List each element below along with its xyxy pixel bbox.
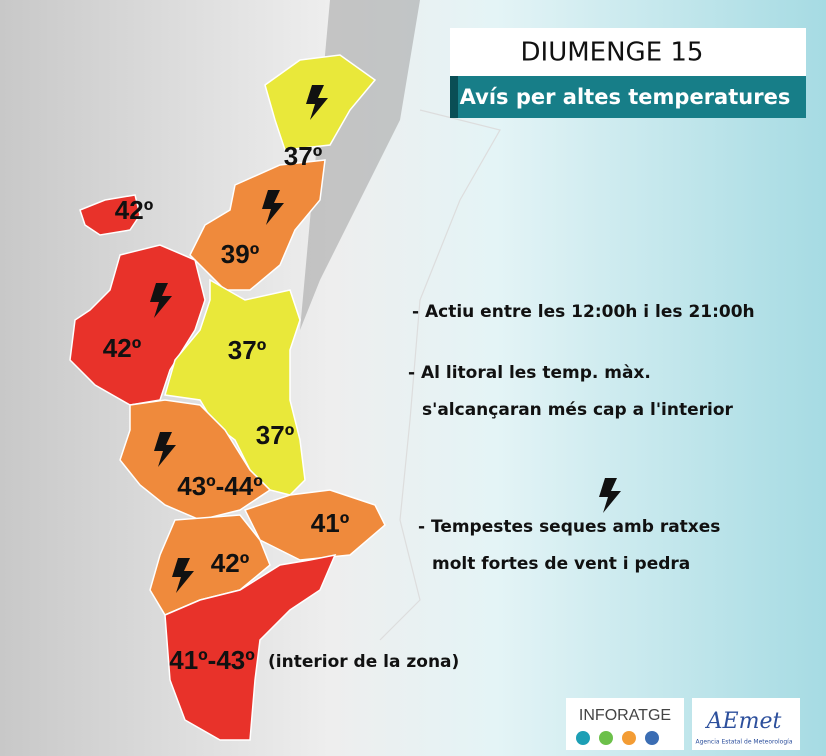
header-title: DIUMENGE 15 bbox=[521, 38, 704, 68]
logo-dot bbox=[576, 731, 590, 745]
logo-aemet: AEmet bbox=[705, 709, 782, 734]
zone-note: (interior de la zona) bbox=[268, 652, 459, 672]
zone-label: 42º bbox=[115, 195, 154, 225]
zone-label: 41º bbox=[311, 508, 350, 538]
logo-dot bbox=[599, 731, 613, 745]
header-subtitle: Avís per altes temperatures bbox=[460, 85, 791, 109]
zone-label: 42º bbox=[103, 333, 142, 363]
zone-label: 43º-44º bbox=[177, 471, 263, 501]
logo-aemet-sub: Agencia Estatal de Meteorología bbox=[696, 739, 793, 746]
logo-dot bbox=[645, 731, 659, 745]
note: - Actiu entre les 12:00h i les 21:00h bbox=[412, 302, 755, 322]
note: molt fortes de vent i pedra bbox=[432, 554, 690, 574]
logo-dot bbox=[622, 731, 636, 745]
zone-label: 41º-43º bbox=[169, 645, 255, 675]
zone-label: 42º bbox=[211, 548, 250, 578]
logo-inforatge: INFORATGE bbox=[579, 707, 671, 724]
zone-label: 37º bbox=[256, 420, 295, 450]
banner-accent bbox=[450, 76, 458, 118]
note: - Al litoral les temp. màx. bbox=[408, 363, 651, 383]
note: - Tempestes seques amb ratxes bbox=[418, 517, 720, 537]
note: s'alcançaran més cap a l'interior bbox=[422, 400, 734, 420]
zone-label: 39º bbox=[221, 239, 260, 269]
zone-label: 37º bbox=[284, 141, 323, 171]
map: 37º 39º 42º 42º 37º 37º 43º-44º 41º 42º … bbox=[0, 0, 826, 756]
zone-label: 37º bbox=[228, 335, 267, 365]
